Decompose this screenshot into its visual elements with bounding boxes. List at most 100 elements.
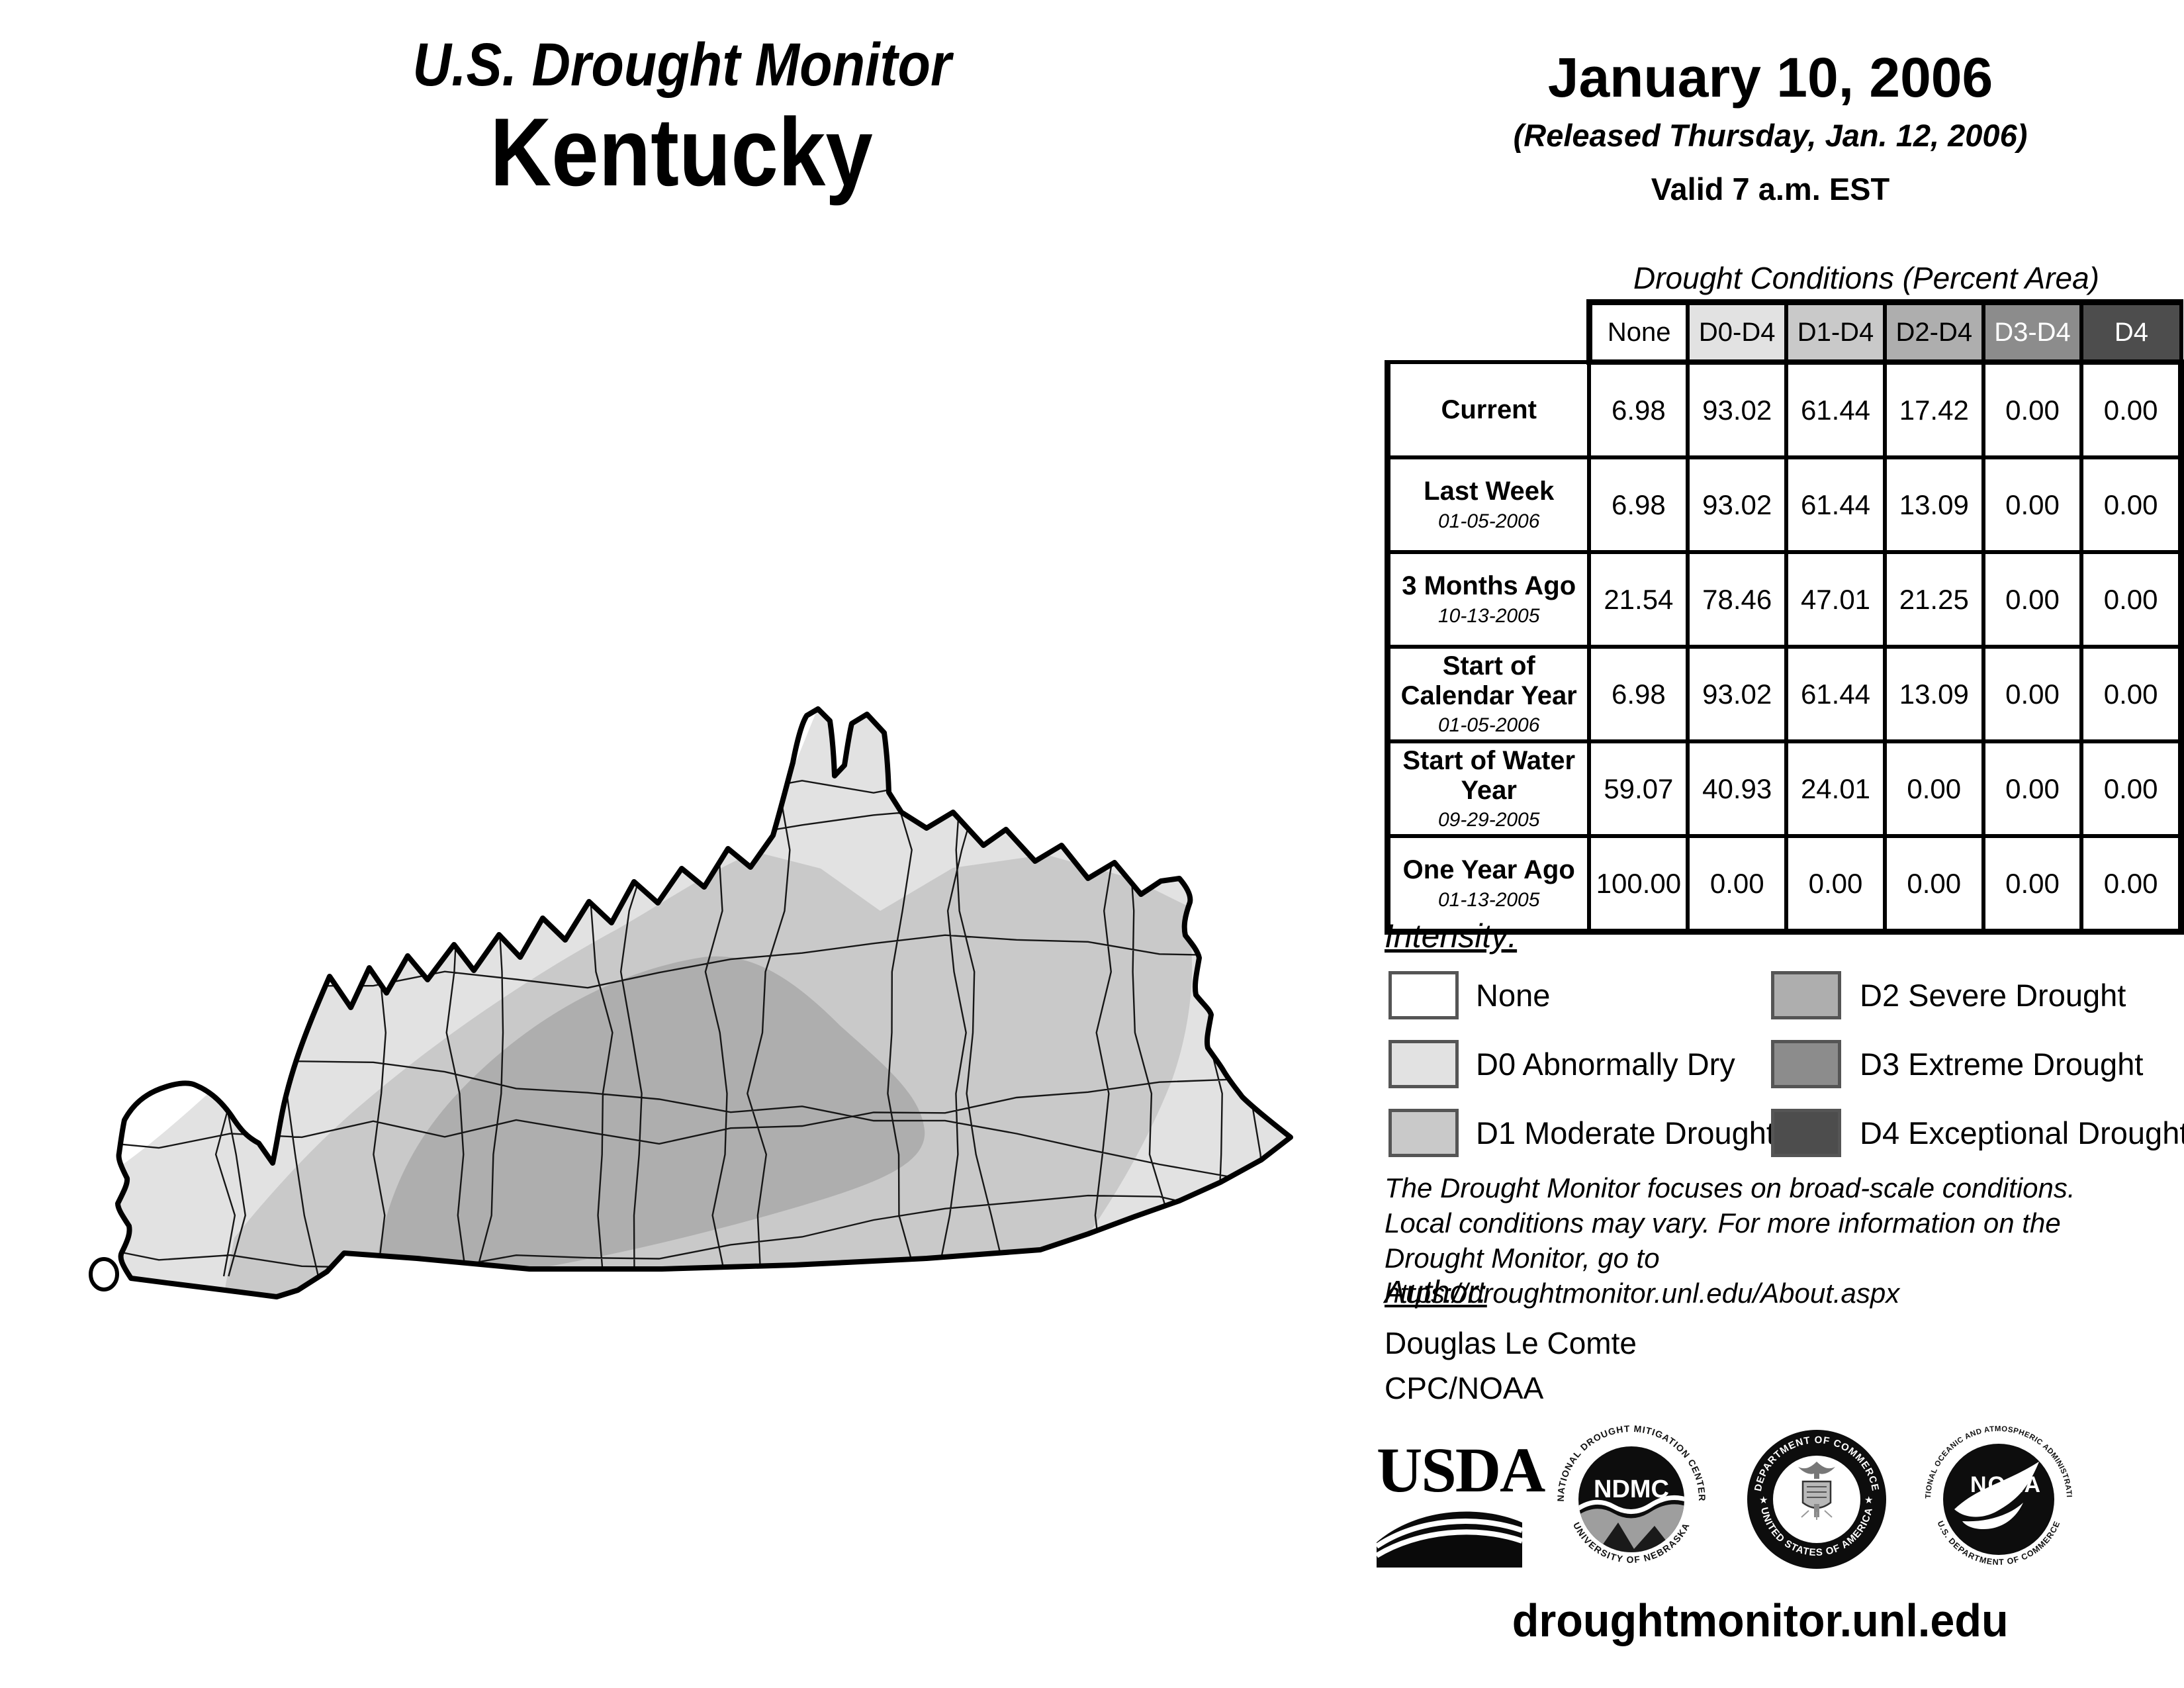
cell-value: 93.02 — [1686, 455, 1789, 554]
d2-region — [375, 956, 925, 1284]
cell-value: 0.00 — [2079, 645, 2184, 743]
ndmc-logo-text: NDMC — [1594, 1476, 1669, 1503]
cell-value: 61.44 — [1784, 455, 1887, 554]
author-org: CPC/NOAA — [1385, 1371, 1544, 1405]
cell-value: 47.01 — [1784, 550, 1887, 649]
ndmc-logo: NDMC NATIONAL DROUGHT MITIGATION CENTER … — [1555, 1423, 1707, 1579]
legend-label: D1 Moderate Drought — [1476, 1115, 1775, 1150]
row-date: 10-13-2005 — [1437, 604, 1540, 627]
legend-swatch-none — [1388, 971, 1459, 1019]
cell-value: 0.00 — [2079, 834, 2184, 935]
usda-logo: USDA — [1375, 1434, 1545, 1573]
usda-logo-text: USDA — [1377, 1434, 1545, 1505]
table-row: Last Week 01-05-2006 6.98 93.02 61.44 13… — [1385, 455, 2184, 554]
cell-value: 21.25 — [1882, 550, 1985, 649]
cell-value: 21.54 — [1587, 550, 1690, 649]
cell-value: 78.46 — [1686, 550, 1789, 649]
table-row: 3 Months Ago 10-13-2005 21.54 78.46 47.0… — [1385, 550, 2184, 649]
disclaimer-line: The Drought Monitor focuses on broad-sca… — [1385, 1172, 2075, 1203]
footer-url: droughtmonitor.unl.edu — [1410, 1594, 2111, 1647]
row-label: One Year Ago — [1402, 855, 1575, 885]
row-date: 09-29-2005 — [1437, 809, 1540, 831]
cell-value: 6.98 — [1587, 360, 1690, 459]
cell-value: 0.00 — [1686, 834, 1789, 935]
row-label: Current — [1441, 395, 1537, 424]
ndmc-seal: NDMC NATIONAL DROUGHT MITIGATION CENTER … — [1555, 1423, 1707, 1565]
table-corner-cell — [1387, 302, 1590, 362]
legend-swatch-d1 — [1388, 1109, 1459, 1157]
legend-label: D3 Extreme Drought — [1860, 1047, 2144, 1082]
table-header-row: None D0-D4 D1-D4 D2-D4 D3-D4 D4 — [1387, 299, 2183, 365]
cell-value: 61.44 — [1784, 360, 1887, 459]
legend-item-none: None — [1388, 971, 1550, 1019]
usda-swoosh — [1375, 1511, 1524, 1568]
row-label: Last Week — [1424, 477, 1555, 506]
report-title: U.S. Drought Monitor — [412, 31, 951, 99]
cell-value: 13.09 — [1882, 645, 1985, 743]
column-header-d3-d4: D3-D4 — [1981, 299, 2084, 365]
cell-value: 0.00 — [1981, 739, 2084, 838]
doc-seal: DEPARTMENT OF COMMERCE UNITED STATES OF … — [1747, 1430, 1886, 1569]
doc-star-right: ★ — [1864, 1495, 1873, 1506]
column-header-d4: D4 — [2079, 299, 2183, 365]
state-outline — [115, 706, 1293, 1299]
footer-url-text: droughtmonitor.unl.edu — [1512, 1595, 2009, 1646]
table-row: One Year Ago 01-13-2005 100.00 0.00 0.00… — [1385, 834, 2184, 935]
cell-value: 6.98 — [1587, 455, 1690, 554]
doc-star-left: ★ — [1759, 1495, 1768, 1506]
cell-value: 40.93 — [1686, 739, 1789, 838]
legend-swatch-d2 — [1771, 971, 1841, 1019]
page-title: U.S. Drought Monitor Kentucky — [199, 33, 1165, 203]
noaa-logo-text: NOAA — [1970, 1472, 2042, 1497]
disclaimer-text: The Drought Monitor focuses on broad-sca… — [1385, 1170, 2165, 1311]
cell-value: 0.00 — [1981, 645, 2084, 743]
legend-item-d0: D0 Abnormally Dry — [1388, 1040, 1735, 1088]
cell-value: 0.00 — [2079, 550, 2184, 649]
cell-value: 59.07 — [1587, 739, 1690, 838]
cell-value: 0.00 — [1882, 739, 1985, 838]
legend-item-d2: D2 Severe Drought — [1771, 971, 2126, 1019]
cell-value: 0.00 — [1981, 834, 2084, 935]
cell-value: 61.44 — [1784, 645, 1887, 743]
table-title: Drought Conditions (Percent Area) — [1633, 261, 2099, 295]
cell-value: 0.00 — [2079, 360, 2184, 459]
legend-swatch-d0 — [1388, 1040, 1459, 1088]
department-of-commerce-logo: DEPARTMENT OF COMMERCE UNITED STATES OF … — [1741, 1423, 1893, 1579]
legend-item-d3: D3 Extreme Drought — [1771, 1040, 2143, 1088]
doc-lighthouse — [1814, 1504, 1819, 1517]
cell-value: 0.00 — [1981, 455, 2084, 554]
cell-value: 0.00 — [1784, 834, 1887, 935]
disclaimer-line: Local conditions may vary. For more info… — [1385, 1207, 2061, 1239]
row-label: 3 Months Ago — [1402, 571, 1576, 601]
row-date: 01-05-2006 — [1437, 714, 1540, 737]
cell-value: 17.42 — [1882, 360, 1985, 459]
cell-value: 0.00 — [1981, 550, 2084, 649]
date-block: January 10, 2006 (Released Thursday, Jan… — [1390, 50, 2151, 207]
drought-conditions-table: None D0-D4 D1-D4 D2-D4 D3-D4 D4 Current … — [1385, 299, 2184, 935]
report-date: January 10, 2006 — [1547, 46, 1993, 109]
cell-value: 93.02 — [1686, 360, 1789, 459]
author-heading: Author: — [1385, 1275, 1487, 1310]
legend-label: D0 Abnormally Dry — [1476, 1047, 1735, 1082]
row-label: Start of Water Year — [1402, 745, 1576, 805]
intensity-heading: Intensity: — [1385, 917, 1518, 955]
legend-item-d4: D4 Exceptional Drought — [1771, 1109, 2184, 1157]
released-date: (Released Thursday, Jan. 12, 2006) — [1513, 118, 2028, 153]
noaa-logo: NOAA NATIONAL OCEANIC AND ATMOSPHERIC AD… — [1919, 1417, 2075, 1579]
cell-value: 0.00 — [1981, 360, 2084, 459]
cell-value: 24.01 — [1784, 739, 1887, 838]
column-header-d1-d4: D1-D4 — [1784, 299, 1887, 365]
legend-swatch-d3 — [1771, 1040, 1841, 1088]
row-label: Start of Calendar Year — [1400, 651, 1577, 710]
disclaimer-line: Drought Monitor, go to https://droughtmo… — [1385, 1243, 1900, 1309]
state-title: Kentucky — [490, 97, 874, 206]
noaa-seal: NOAA NATIONAL OCEANIC AND ATMOSPHERIC AD… — [1919, 1417, 2072, 1567]
doc-eagle — [1798, 1462, 1835, 1479]
table-row: Current 6.98 93.02 61.44 17.42 0.00 0.00 — [1385, 360, 2184, 459]
cell-value: 100.00 — [1587, 834, 1690, 935]
cell-value: 6.98 — [1587, 645, 1690, 743]
valid-time: Valid 7 a.m. EST — [1651, 171, 1890, 207]
table-row: Start of Water Year 09-29-2005 59.07 40.… — [1385, 739, 2184, 838]
row-date: 01-13-2005 — [1437, 888, 1540, 911]
